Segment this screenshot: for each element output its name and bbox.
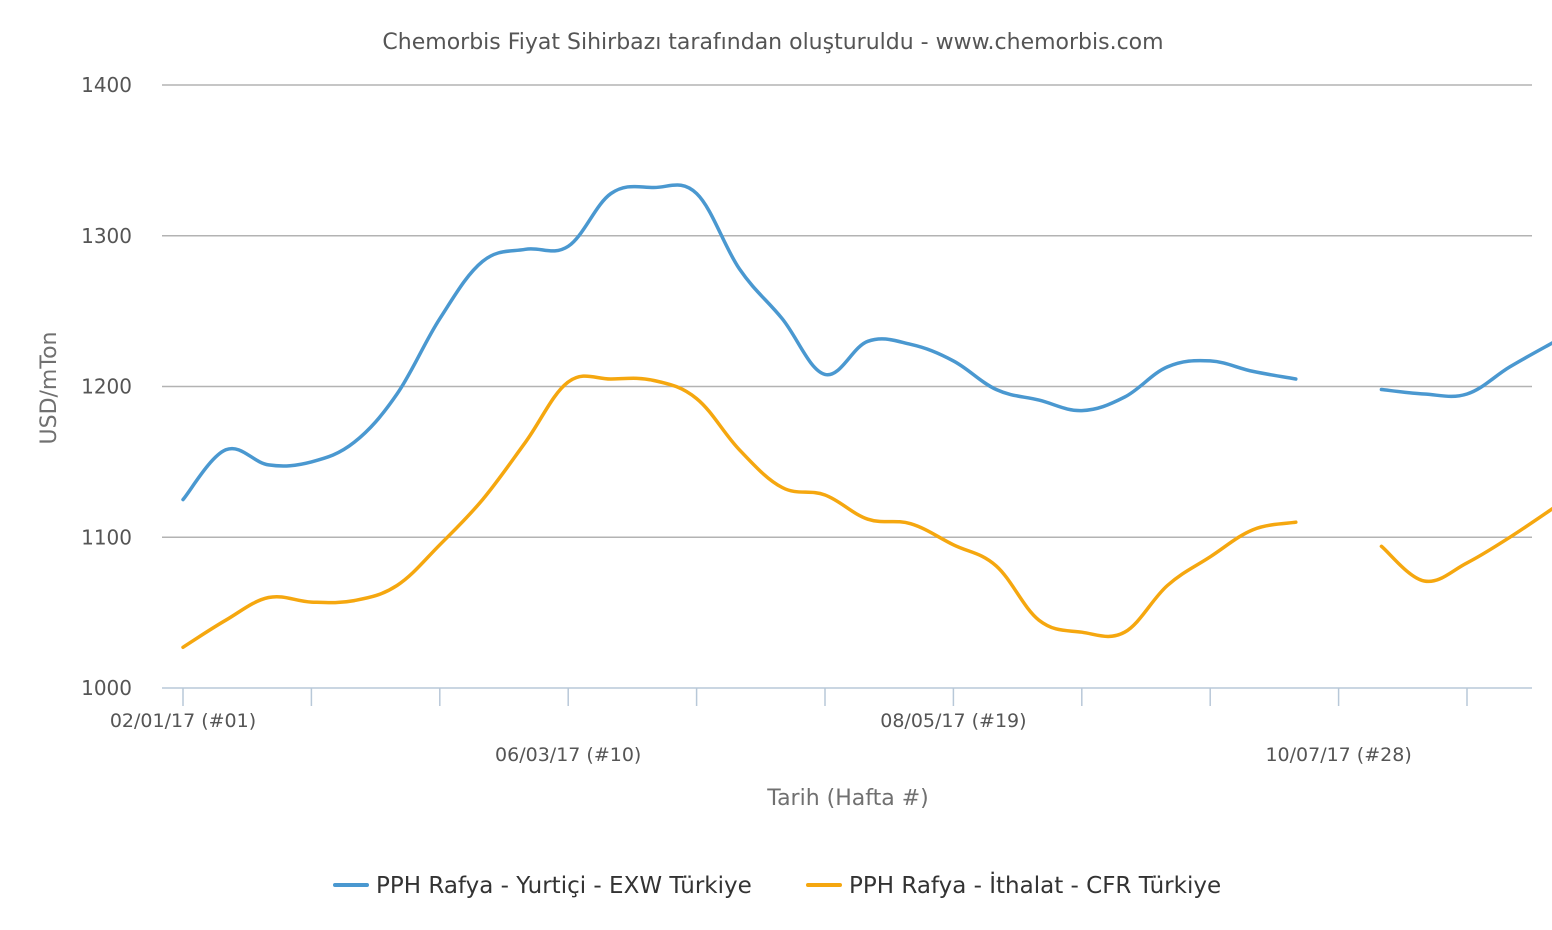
grid-lines — [162, 84, 1532, 538]
x-tick-label: 06/03/17 (#10) — [495, 744, 641, 766]
x-tick-label: 08/05/17 (#19) — [880, 710, 1026, 732]
y-tick-label: 1000 — [81, 676, 132, 700]
legend[interactable]: PPH Rafya - Yurtiçi - EXW Türkiye PPH Ra… — [333, 871, 1221, 899]
x-tick-label: 10/07/17 (#28) — [1265, 744, 1411, 766]
y-tick-label: 1200 — [81, 375, 132, 399]
series-1-line-segment-0[interactable] — [181, 374, 1298, 650]
y-tick-label: 1300 — [81, 224, 132, 248]
series-1-line-segment-1[interactable] — [1379, 506, 1552, 584]
legend-label-ithalat: PPH Rafya - İthalat - CFR Türkiye — [849, 871, 1221, 899]
x-axis-tick-labels: 02/01/17 (#01) 06/03/17 (#10) 08/05/17 (#1… — [110, 710, 1412, 766]
x-tick-label: 02/01/17 (#01) — [110, 710, 256, 732]
y-tick-label: 1100 — [81, 525, 132, 549]
y-axis-title: USD/mTon — [37, 332, 62, 445]
series-0-line-segment-1[interactable] — [1379, 341, 1552, 399]
series-lines — [181, 183, 1552, 650]
x-axis-title: Tarih (Hafta #) — [766, 786, 928, 811]
legend-label-yurtici: PPH Rafya - Yurtiçi - EXW Türkiye — [376, 873, 752, 899]
y-axis-tick-labels: 1000 1100 1200 1300 1400 — [81, 73, 132, 700]
series-0-line-segment-0[interactable] — [181, 183, 1298, 502]
chart-title: Chemorbis Fiyat Sihirbazı tarafından olu… — [382, 30, 1163, 55]
legend-item-yurtici[interactable]: PPH Rafya - Yurtiçi - EXW Türkiye — [333, 873, 752, 899]
legend-item-ithalat[interactable]: PPH Rafya - İthalat - CFR Türkiye — [806, 871, 1221, 899]
y-tick-label: 1400 — [81, 73, 132, 97]
x-axis-tick-marks — [182, 688, 1468, 706]
